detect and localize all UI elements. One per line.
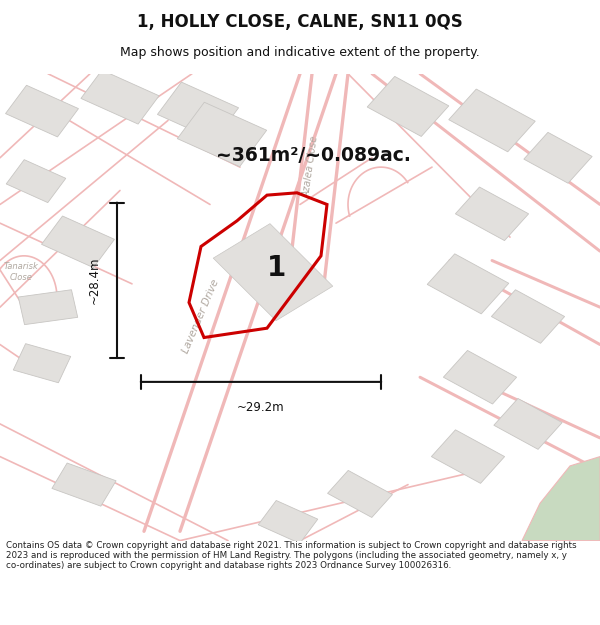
Text: 1: 1 [266, 254, 286, 281]
Polygon shape [443, 351, 517, 404]
Polygon shape [178, 102, 266, 167]
Text: 1, HOLLY CLOSE, CALNE, SN11 0QS: 1, HOLLY CLOSE, CALNE, SN11 0QS [137, 13, 463, 31]
Polygon shape [81, 70, 159, 124]
Text: Contains OS data © Crown copyright and database right 2021. This information is : Contains OS data © Crown copyright and d… [6, 541, 577, 571]
Text: Lavender Drive: Lavender Drive [181, 278, 221, 355]
Polygon shape [213, 224, 333, 321]
Polygon shape [52, 463, 116, 506]
Polygon shape [455, 187, 529, 241]
Text: ~361m²/~0.089ac.: ~361m²/~0.089ac. [216, 146, 411, 165]
Polygon shape [328, 471, 392, 518]
Polygon shape [157, 82, 239, 140]
Polygon shape [427, 254, 509, 314]
Polygon shape [13, 344, 71, 382]
Polygon shape [491, 290, 565, 343]
Text: Tanarisk
Close: Tanarisk Close [4, 262, 38, 282]
Polygon shape [258, 501, 318, 543]
Polygon shape [41, 216, 115, 268]
Polygon shape [524, 132, 592, 183]
Text: ~29.2m: ~29.2m [237, 401, 285, 414]
Polygon shape [18, 290, 78, 324]
Polygon shape [522, 457, 600, 541]
Text: Azalea Close: Azalea Close [302, 136, 320, 199]
Polygon shape [449, 89, 535, 152]
Polygon shape [367, 76, 449, 136]
Text: Map shows position and indicative extent of the property.: Map shows position and indicative extent… [120, 46, 480, 59]
Polygon shape [5, 85, 79, 137]
Polygon shape [6, 159, 66, 202]
Polygon shape [431, 430, 505, 483]
Polygon shape [494, 399, 562, 449]
Text: ~28.4m: ~28.4m [88, 257, 101, 304]
